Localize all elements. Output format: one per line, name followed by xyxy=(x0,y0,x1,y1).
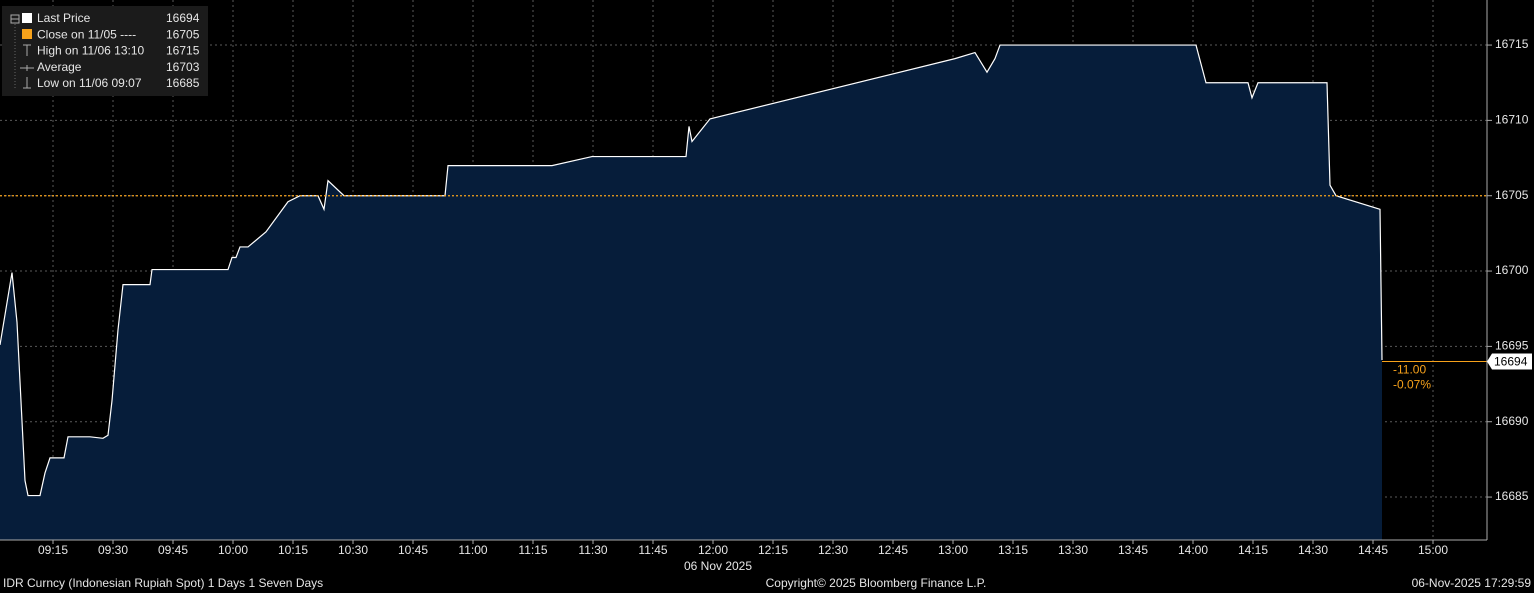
y-tick-label: 16700 xyxy=(1495,263,1529,277)
legend-value: 16715 xyxy=(166,44,200,58)
change-pct-label: -0.07% xyxy=(1393,378,1431,392)
legend-value: 16694 xyxy=(166,11,200,25)
price-line xyxy=(0,44,1383,497)
x-tick-label: 13:45 xyxy=(1118,543,1148,557)
x-tick-label: 11:15 xyxy=(518,543,547,557)
legend-label: Last Price xyxy=(37,11,91,25)
y-tick-label: 16695 xyxy=(1495,339,1529,353)
legend-label: High on 11/06 13:10 xyxy=(37,44,145,58)
x-tick-label: 10:00 xyxy=(218,543,248,557)
last-price-tag xyxy=(1487,353,1532,370)
footer-center: Copyright© 2025 Bloomberg Finance L.P. xyxy=(766,576,987,590)
x-tick-label: 09:30 xyxy=(98,543,128,557)
change-label: -11.00 xyxy=(1393,363,1426,377)
area-fill xyxy=(0,45,1382,541)
footer-right: 06-Nov-2025 17:29:59 xyxy=(1412,576,1532,590)
y-tick-label: 16690 xyxy=(1495,414,1529,428)
legend-icon xyxy=(20,65,34,71)
last-price-label: 16694 xyxy=(1494,355,1528,369)
x-tick-label: 13:00 xyxy=(938,543,968,557)
x-tick-label: 09:45 xyxy=(158,543,188,557)
legend-value: 16685 xyxy=(166,76,200,90)
x-tick-label: 12:00 xyxy=(698,543,728,557)
x-tick-label: 10:30 xyxy=(338,543,368,557)
legend-icon xyxy=(10,14,20,24)
x-tick-label: 13:30 xyxy=(1058,543,1088,557)
y-tick-label: 16685 xyxy=(1495,489,1529,503)
legend-icon xyxy=(23,77,31,89)
x-tick-label: 10:15 xyxy=(278,543,308,557)
x-tick-label: 09:15 xyxy=(38,543,68,557)
plot xyxy=(0,44,1487,541)
y-tick-label: 16715 xyxy=(1495,37,1529,51)
y-tick-label: 16705 xyxy=(1495,188,1529,202)
y-tick-label: 16710 xyxy=(1495,113,1529,127)
legend-value: 16703 xyxy=(166,60,200,74)
x-tick-label: 12:30 xyxy=(818,543,848,557)
legend-icon xyxy=(22,13,32,23)
x-tick-label: 15:00 xyxy=(1418,543,1448,557)
legend-text: Last Price 16694 Close on 11/05 ---- 16705 H… xyxy=(37,11,200,90)
legend xyxy=(2,6,208,96)
x-tick-label: 14:45 xyxy=(1358,543,1388,557)
legend-label: Close on 11/05 ---- xyxy=(37,27,136,41)
legend-label: Average xyxy=(37,60,82,74)
x-tick-label: 11:00 xyxy=(458,543,487,557)
legend-icon xyxy=(23,44,31,56)
x-axis-label: 06 Nov 2025 xyxy=(684,559,752,573)
x-tick-label: 12:15 xyxy=(758,543,788,557)
x-tick-label: 12:45 xyxy=(878,543,908,557)
x-tick-label: 14:00 xyxy=(1178,543,1208,557)
x-tick-label: 14:30 xyxy=(1298,543,1328,557)
x-tick-label: 13:15 xyxy=(998,543,1028,557)
legend-box xyxy=(2,6,208,96)
x-tick-label: 14:15 xyxy=(1238,543,1268,557)
x-tick-label: 10:45 xyxy=(398,543,428,557)
legend-label: Low on 11/06 09:07 xyxy=(37,76,142,90)
footer-left: IDR Curncy (Indonesian Rupiah Spot) 1 Da… xyxy=(3,576,323,590)
legend-icon xyxy=(22,29,32,39)
legend-value: 16705 xyxy=(166,27,200,41)
x-tick-label: 11:30 xyxy=(578,543,607,557)
x-tick-label: 11:45 xyxy=(638,543,667,557)
